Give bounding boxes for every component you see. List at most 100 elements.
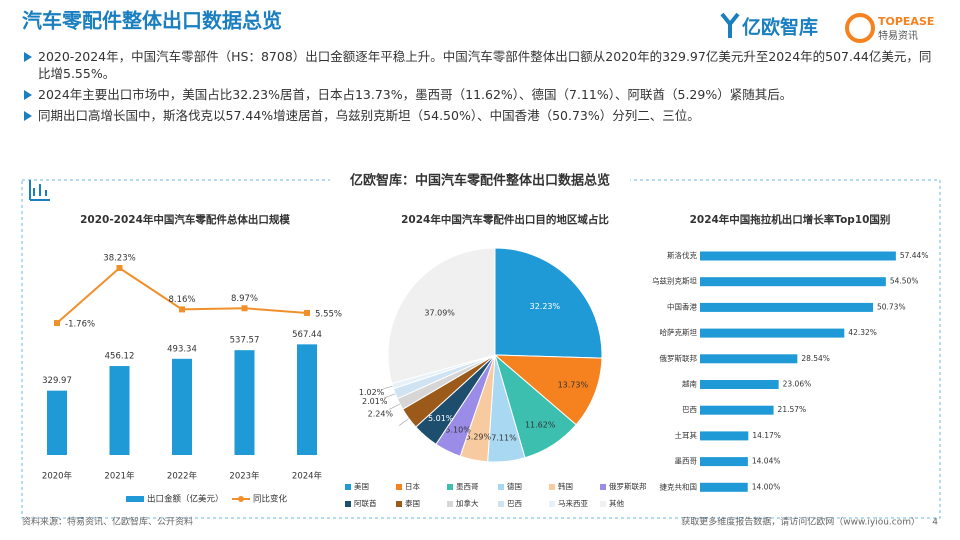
bar	[234, 350, 255, 455]
bar-label: 50.73%	[877, 302, 906, 311]
y-tick-label: 捷克共和国	[660, 481, 698, 491]
point	[304, 309, 310, 316]
slice-label: 2.24%	[368, 410, 394, 419]
bar-label: 493.34	[167, 344, 197, 354]
legend-swatch	[447, 484, 453, 490]
bullet: 2024年主要出口市场中，美国占比32.23%居首，日本占13.73%，墨西哥（…	[22, 86, 942, 103]
legend-label: 墨西哥	[456, 482, 479, 491]
footer-link: 获取更多维度报告数据，请访问亿欧网（www.iyiou.com）	[681, 516, 920, 528]
slice-label: 5.29%	[466, 432, 492, 441]
panel-title-bg	[330, 170, 630, 192]
legend-label: 巴西	[507, 499, 522, 508]
bar	[700, 277, 886, 287]
y-tick-label: 土耳其	[675, 430, 698, 440]
legend-swatch	[345, 501, 351, 507]
leader-line	[381, 385, 393, 390]
pie-slice	[493, 354, 603, 426]
bar-label: 14.00%	[752, 482, 781, 491]
legend-swatch	[126, 496, 144, 502]
slice-label: 13.73%	[558, 381, 589, 390]
slide-title: 汽车零配件整体出口数据总览	[22, 9, 282, 33]
legend-label: 马来西亚	[558, 499, 588, 508]
legend-swatch	[498, 501, 504, 507]
bar	[700, 482, 748, 492]
y-tick-label: 中国香港	[667, 301, 697, 311]
legend-label: 韩国	[558, 481, 573, 491]
slice-label: 5.01%	[428, 414, 454, 423]
leader-line	[389, 403, 401, 410]
line-label: 8.97%	[231, 294, 258, 304]
legend-swatch	[345, 484, 351, 490]
bar	[700, 457, 748, 467]
legend-swatch	[549, 484, 555, 490]
x-tick-label: 2022年	[167, 471, 198, 482]
bar-label: 42.32%	[848, 328, 877, 337]
legend-label: 俄罗斯联邦	[609, 481, 647, 491]
legend-label: 阿联酋	[354, 498, 377, 508]
x-tick-label: 2023年	[229, 471, 260, 482]
legend-swatch	[238, 496, 244, 502]
legend-label: 加拿大	[456, 498, 479, 508]
bar-label: 14.04%	[752, 457, 781, 466]
line-label: -1.76%	[65, 320, 95, 330]
slice-label: 32.23%	[530, 302, 561, 311]
legend-label: 其他	[609, 498, 624, 508]
panel-title: 亿欧智库：中国汽车零配件整体出口数据总览	[350, 173, 610, 189]
bar-label: 567.44	[292, 330, 322, 340]
logo-text: 特易资讯	[878, 30, 918, 42]
legend-swatch	[396, 501, 402, 507]
bar-label: 28.54%	[801, 354, 830, 363]
bar	[700, 328, 845, 338]
legend-swatch	[600, 501, 606, 507]
x-tick-label: 2021年	[104, 471, 135, 482]
bar	[172, 358, 192, 455]
chart-title: 2020-2024年中国汽车零配件总体出口规模	[80, 213, 290, 226]
legend-swatch	[549, 501, 555, 507]
source: 资料来源：特易资讯、亿欧智库、公开资料	[22, 516, 193, 528]
line-label: 5.55%	[315, 309, 342, 319]
bar-label: 14.17%	[752, 431, 781, 440]
legend-swatch	[498, 484, 504, 490]
bar-label: 329.97	[42, 376, 72, 386]
bullet-list: 2020-2024年，中国汽车零部件（HS：8708）出口金额逐年平稳上升。中国…	[22, 48, 942, 128]
chart-title: 2024年中国拖拉机出口增长率Top10国别	[690, 213, 891, 226]
legend-label: 泰国	[405, 498, 420, 508]
y-tick-label: 俄罗斯联邦	[660, 353, 698, 363]
leader-line	[398, 418, 410, 426]
bullet: 同期出口高增长国中，斯洛伐克以57.44%增速居首，乌兹别克斯坦（54.50%）…	[22, 107, 942, 124]
legend-label: 出口金额（亿美元）	[147, 494, 224, 505]
bullet: 2020-2024年，中国汽车零部件（HS：8708）出口金额逐年平稳上升。中国…	[22, 48, 942, 82]
bar	[47, 390, 67, 455]
line-label: 38.23%	[103, 254, 135, 264]
y-tick-label: 越南	[682, 379, 697, 389]
bar-label: 21.57%	[778, 405, 807, 414]
y-tick-label: 乌兹别克斯坦	[652, 276, 697, 286]
y-tick-label: 墨西哥	[675, 457, 698, 466]
point	[54, 320, 60, 327]
slice-label: 2.01%	[362, 397, 388, 406]
slice-label: 11.62%	[525, 421, 556, 430]
logo-icon	[720, 12, 740, 38]
slice-label: 37.09%	[424, 308, 455, 317]
legend-label: 日本	[405, 481, 420, 491]
slice-label: 5.10%	[445, 425, 471, 434]
bar-label: 456.12	[105, 352, 135, 362]
logo-text: 亿欧智库	[742, 16, 818, 39]
page-number: 4	[932, 518, 938, 528]
x-tick-label: 2024年	[292, 471, 323, 482]
legend-swatch	[447, 501, 453, 507]
slice-label: 7.11%	[491, 433, 517, 442]
bar	[700, 251, 896, 261]
bar	[700, 354, 798, 364]
bar	[109, 366, 130, 455]
y-tick-label: 斯洛伐克	[667, 250, 697, 260]
slice-label: 4.16%	[378, 427, 404, 436]
pie-slice	[494, 247, 603, 359]
panel-icon	[29, 180, 50, 201]
bar-label: 54.50%	[890, 277, 919, 286]
bar	[297, 344, 317, 455]
slice-label: 1.02%	[359, 388, 385, 397]
legend-label: 同比变化	[253, 494, 288, 505]
logo-text: TOPEASE	[878, 15, 934, 28]
